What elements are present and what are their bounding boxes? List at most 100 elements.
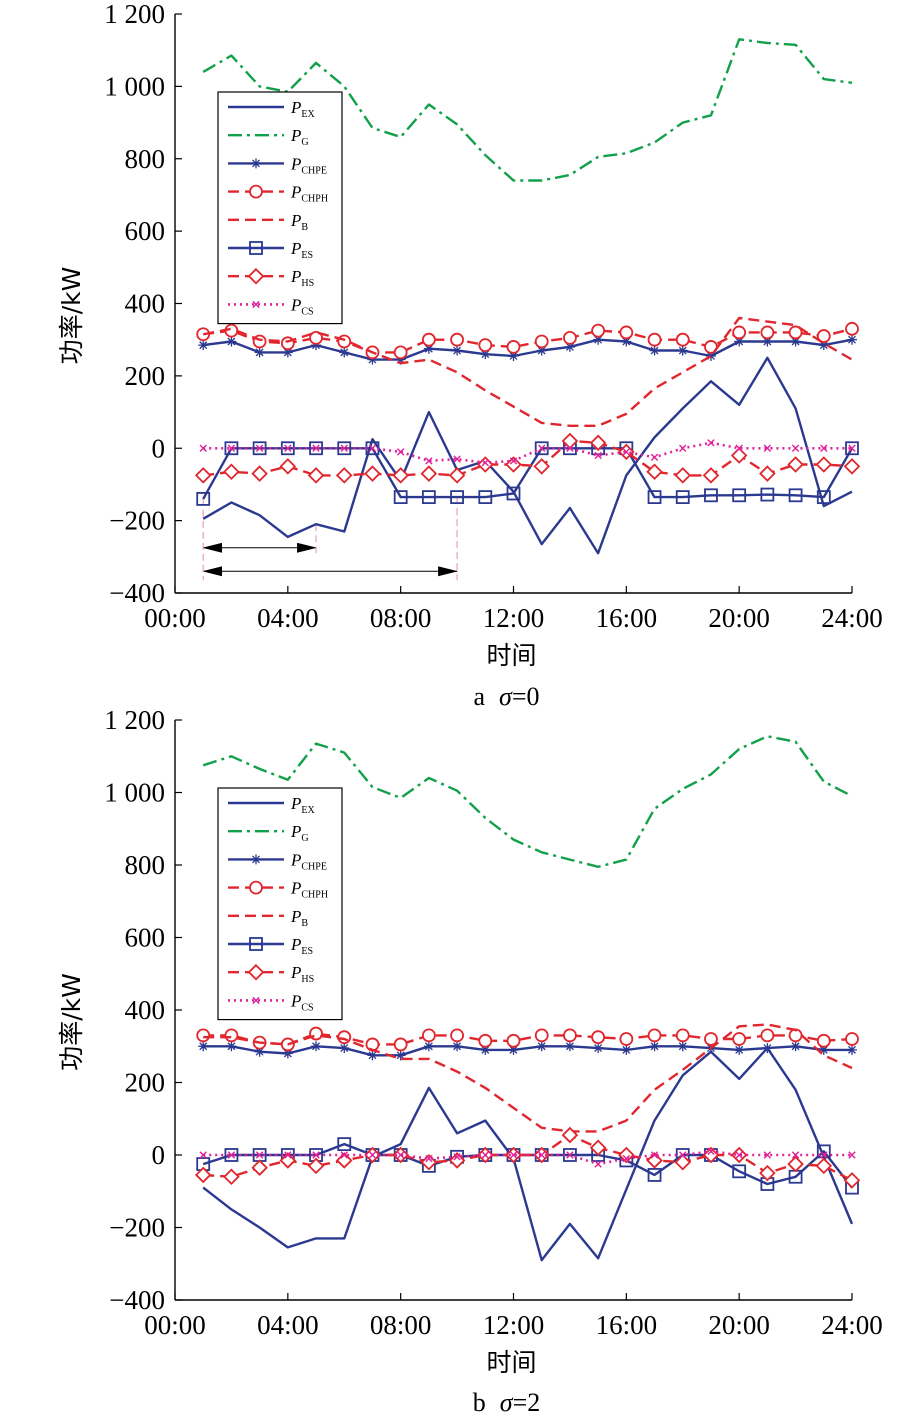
data-point <box>732 1164 747 1179</box>
x-tick-label: 12:00 <box>483 1310 545 1340</box>
legend-symbol: P <box>290 267 301 286</box>
legend-marker <box>247 267 265 285</box>
data-point <box>450 1028 464 1043</box>
data-point <box>279 1152 297 1169</box>
data-point <box>845 441 859 456</box>
y-tick-label: 600 <box>125 923 166 953</box>
data-point <box>423 343 434 354</box>
legend-symbol: P <box>290 794 301 813</box>
data-point <box>647 332 662 347</box>
legend-subscript: EX <box>301 109 315 120</box>
data-point <box>734 1044 745 1055</box>
data-point <box>735 1151 743 1159</box>
legend-subscript: ES <box>301 250 313 261</box>
data-point <box>730 447 748 464</box>
data-point <box>563 330 577 345</box>
series-line-chph <box>203 1032 853 1046</box>
data-point <box>227 444 236 452</box>
data-point <box>480 349 491 360</box>
panel-caption: b σ=2 <box>473 1388 541 1417</box>
y-tick-label: 1 200 <box>104 0 165 29</box>
data-point <box>226 336 237 347</box>
data-point <box>307 467 325 484</box>
data-point <box>194 467 212 484</box>
x-axis-label: 时间 <box>486 1348 536 1377</box>
legend-symbol: P <box>290 211 301 230</box>
legend-symbol: P <box>290 295 301 314</box>
data-point <box>704 488 718 503</box>
data-point <box>564 341 575 352</box>
data-point <box>396 448 405 456</box>
data-point <box>734 336 745 347</box>
data-point <box>675 332 690 347</box>
data-point <box>702 1146 720 1164</box>
data-point <box>735 444 743 452</box>
data-point <box>763 1151 772 1159</box>
data-point <box>621 1044 632 1055</box>
y-tick-label: −200 <box>109 1213 165 1243</box>
legend-marker <box>249 184 263 199</box>
data-point <box>538 444 546 452</box>
data-point <box>732 325 747 340</box>
x-tick-label: 00:00 <box>144 603 206 633</box>
data-point <box>450 490 464 505</box>
data-point <box>762 336 773 347</box>
data-point <box>536 1041 547 1052</box>
series-line-ex <box>202 356 853 555</box>
data-point <box>311 1041 322 1052</box>
legend-subscript: CHPE <box>301 165 327 176</box>
legend-symbol: P <box>290 935 301 954</box>
data-point <box>421 1028 436 1043</box>
legend-marker <box>249 241 263 255</box>
data-point <box>367 354 378 365</box>
series-b <box>203 1023 853 1133</box>
legend-label-b: PB <box>290 211 308 233</box>
data-point <box>534 1028 549 1043</box>
series-line-g <box>202 735 853 868</box>
data-point <box>284 444 292 452</box>
data-point <box>816 1033 831 1048</box>
data-point <box>508 350 519 361</box>
data-point <box>448 1152 466 1169</box>
data-point <box>564 1041 575 1052</box>
data-point <box>478 338 493 353</box>
data-point <box>591 1030 606 1045</box>
data-point <box>619 1032 634 1046</box>
data-point <box>732 488 747 503</box>
y-tick-label: 800 <box>125 144 166 174</box>
legend-symbol: P <box>290 154 301 173</box>
data-point <box>848 1151 856 1159</box>
legend-symbol: P <box>290 879 301 898</box>
legend-label-b: PB <box>290 907 308 929</box>
series-b <box>202 316 853 427</box>
series-line-ex <box>202 1046 854 1262</box>
data-point <box>787 456 804 473</box>
series-line-b <box>203 1023 853 1133</box>
legend-symbol: P <box>290 850 301 869</box>
legend-symbol: P <box>290 183 301 202</box>
data-point <box>392 467 409 484</box>
legend-box <box>217 91 343 325</box>
data-point <box>425 457 433 465</box>
data-point <box>815 1157 833 1175</box>
y-axis-label: 功率/kW <box>57 973 86 1071</box>
data-point <box>816 490 831 505</box>
data-point <box>622 448 631 456</box>
data-point <box>311 340 322 351</box>
caption-prefix: b <box>473 1388 486 1417</box>
data-point <box>845 321 859 336</box>
series-cs <box>199 1147 856 1168</box>
data-point <box>790 1041 801 1052</box>
series-chph <box>196 321 859 360</box>
data-point <box>759 1164 776 1182</box>
legend-box <box>217 787 343 1021</box>
y-axis-label: 功率/kW <box>57 267 86 365</box>
data-point <box>820 1151 828 1159</box>
data-point <box>675 1028 690 1043</box>
y-tick-label: −200 <box>109 506 165 536</box>
data-point <box>335 467 353 484</box>
legend-label-hs: PHS <box>290 963 314 985</box>
data-point <box>367 1050 378 1061</box>
y-tick-label: −400 <box>109 578 165 608</box>
